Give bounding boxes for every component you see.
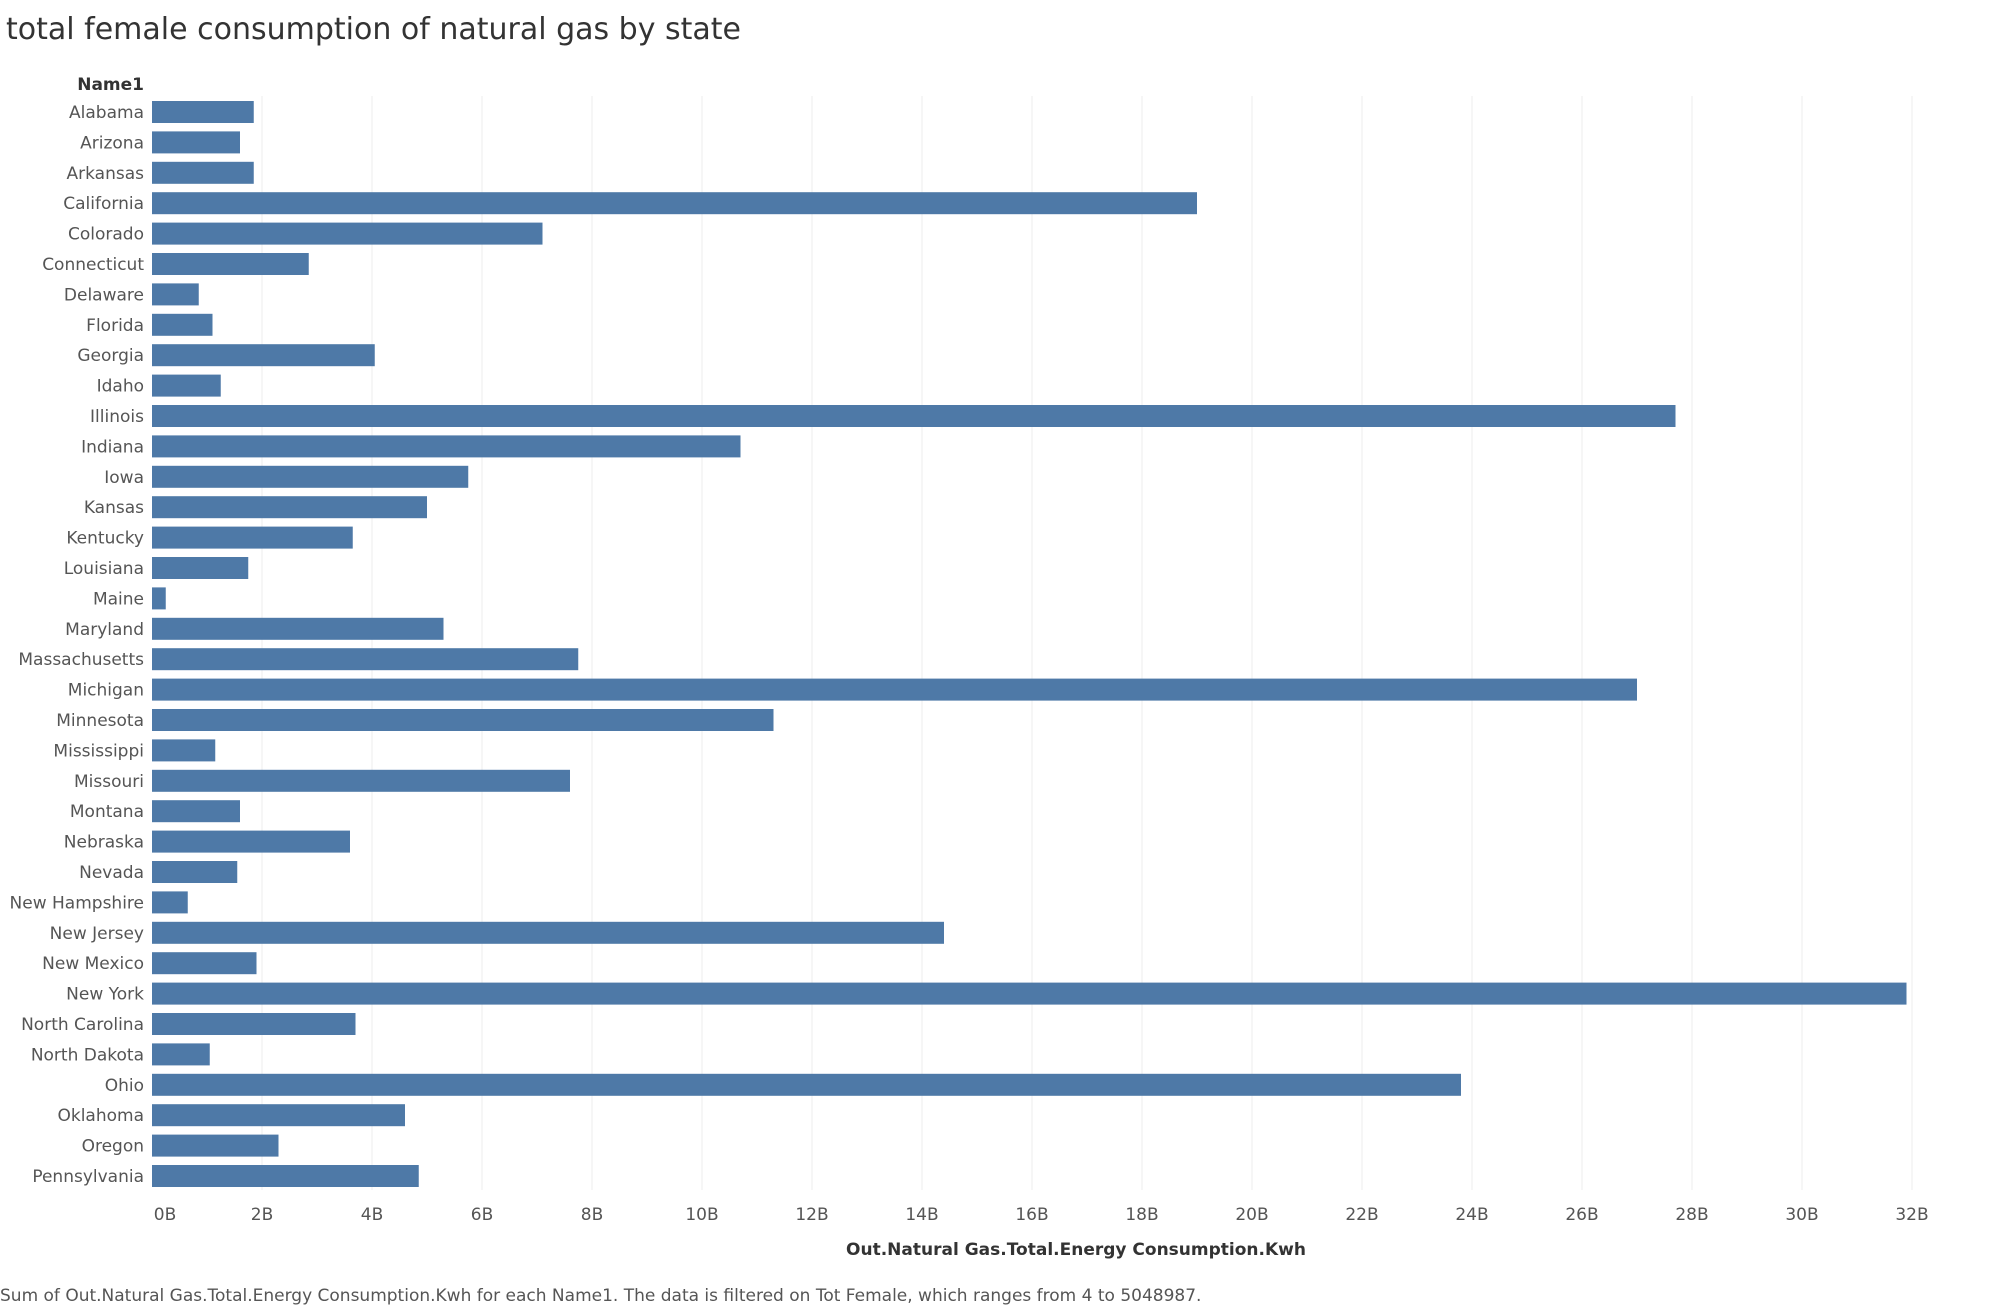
bar-delaware[interactable] (152, 283, 199, 306)
bar-florida[interactable] (152, 313, 213, 336)
bar-oregon[interactable] (152, 1134, 279, 1157)
bar-nevada[interactable] (152, 861, 238, 883)
category-label: New Mexico (42, 954, 144, 974)
chart-title: total female consumption of natural gas … (6, 12, 741, 47)
x-tick-label: 18B (1125, 1205, 1158, 1225)
category-label: Montana (70, 802, 144, 822)
category-label: Alabama (69, 103, 144, 123)
bar-new-hampshire[interactable] (152, 891, 188, 914)
category-label: Pennsylvania (32, 1167, 144, 1187)
category-label: Massachusetts (18, 650, 144, 670)
x-tick-labels: 0B 2B 4B 6B 8B 10B 12B 14B 16B 18B 20B 22B 24B 26B 28B… (154, 1205, 1929, 1225)
bar-georgia[interactable] (152, 344, 375, 367)
x-tick-label: 16B (1015, 1205, 1048, 1225)
bar-nebraska[interactable] (152, 830, 350, 853)
x-tick-label: 26B (1565, 1205, 1598, 1225)
category-label: Delaware (64, 285, 144, 305)
bar-north-dakota[interactable] (152, 1043, 210, 1066)
category-label: Mississippi (53, 741, 144, 761)
category-label: Idaho (97, 377, 144, 397)
category-label: Michigan (68, 681, 144, 701)
bar-missouri[interactable] (152, 769, 570, 792)
category-label: Illinois (90, 407, 144, 427)
category-label: Arkansas (67, 164, 145, 184)
x-tick-label: 20B (1235, 1205, 1268, 1225)
bar-kansas[interactable] (152, 496, 427, 519)
category-label: Kansas (84, 498, 144, 518)
bar-illinois[interactable] (152, 405, 1676, 427)
bar-alabama[interactable] (152, 101, 254, 123)
x-tick-label: 10B (685, 1205, 718, 1225)
bar-oklahoma[interactable] (152, 1104, 405, 1127)
category-label: Iowa (104, 468, 144, 488)
bar-new-york[interactable] (152, 982, 1907, 1005)
category-label: Ohio (105, 1076, 144, 1096)
x-tick-label: 0B (154, 1205, 176, 1225)
bar-arizona[interactable] (152, 131, 240, 154)
x-tick-label: 4B (361, 1205, 383, 1225)
category-label: Indiana (81, 437, 144, 457)
category-label: North Carolina (21, 1015, 144, 1035)
bar-maryland[interactable] (152, 617, 444, 640)
bar-maine[interactable] (152, 587, 166, 610)
x-tick-label: 30B (1785, 1205, 1818, 1225)
category-label: Missouri (74, 772, 144, 792)
bar-pennsylvania[interactable] (152, 1165, 419, 1187)
x-tick-label: 24B (1455, 1205, 1488, 1225)
x-tick-label: 6B (471, 1205, 493, 1225)
category-label: Florida (86, 316, 144, 336)
bar-new-mexico[interactable] (152, 952, 257, 975)
x-tick-label: 12B (795, 1205, 828, 1225)
bar-minnesota[interactable] (152, 709, 774, 731)
category-label: New York (66, 985, 144, 1005)
bar-indiana[interactable] (152, 435, 741, 458)
chart-caption: Sum of Out.Natural Gas.Total.Energy Cons… (0, 1286, 1202, 1306)
category-labels: Alabama Arizona Arkansas California Colorado… (10, 103, 145, 1187)
x-tick-label: 2B (251, 1205, 273, 1225)
bar-california[interactable] (152, 192, 1197, 215)
category-label: New Hampshire (10, 893, 144, 913)
bar-connecticut[interactable] (152, 253, 309, 275)
category-label: Connecticut (42, 255, 144, 275)
bar-ohio[interactable] (152, 1073, 1461, 1096)
bar-arkansas[interactable] (152, 161, 254, 184)
bar-north-carolina[interactable] (152, 1013, 356, 1035)
category-label: Oklahoma (57, 1106, 144, 1126)
x-tick-label: 28B (1675, 1205, 1708, 1225)
category-label: Nevada (79, 863, 144, 883)
bar-iowa[interactable] (152, 465, 469, 488)
bar-montana[interactable] (152, 800, 240, 823)
category-label: Nebraska (64, 833, 144, 853)
category-label: North Dakota (31, 1045, 144, 1065)
category-label: Louisiana (64, 559, 144, 579)
bar-mississippi[interactable] (152, 739, 216, 762)
bar-colorado[interactable] (152, 222, 543, 245)
category-label: Minnesota (56, 711, 144, 731)
category-label: Georgia (77, 346, 144, 366)
category-label: Arizona (80, 133, 144, 153)
category-label: Maryland (65, 620, 144, 640)
row-header: Name1 (77, 75, 144, 95)
bar-new-jersey[interactable] (152, 921, 944, 944)
bar-kentucky[interactable] (152, 526, 353, 549)
grid-lines (261, 96, 1913, 1190)
category-label: New Jersey (50, 924, 144, 944)
bar-michigan[interactable] (152, 678, 1637, 701)
bar-louisiana[interactable] (152, 557, 249, 579)
x-tick-label: 14B (905, 1205, 938, 1225)
bars (152, 101, 1907, 1187)
x-axis-title: Out.Natural Gas.Total.Energy Consumption… (846, 1240, 1306, 1260)
x-tick-label: 32B (1895, 1205, 1928, 1225)
bar-idaho[interactable] (152, 374, 221, 397)
category-label: California (63, 194, 144, 214)
category-label: Kentucky (66, 529, 144, 549)
bar-chart: Alabama Arizona Arkansas California Colorado… (10, 75, 1929, 1260)
category-label: Oregon (82, 1137, 144, 1157)
bar-massachusetts[interactable] (152, 648, 579, 671)
category-label: Maine (93, 589, 144, 609)
category-label: Colorado (68, 225, 144, 245)
x-tick-label: 22B (1345, 1205, 1378, 1225)
x-tick-label: 8B (581, 1205, 603, 1225)
